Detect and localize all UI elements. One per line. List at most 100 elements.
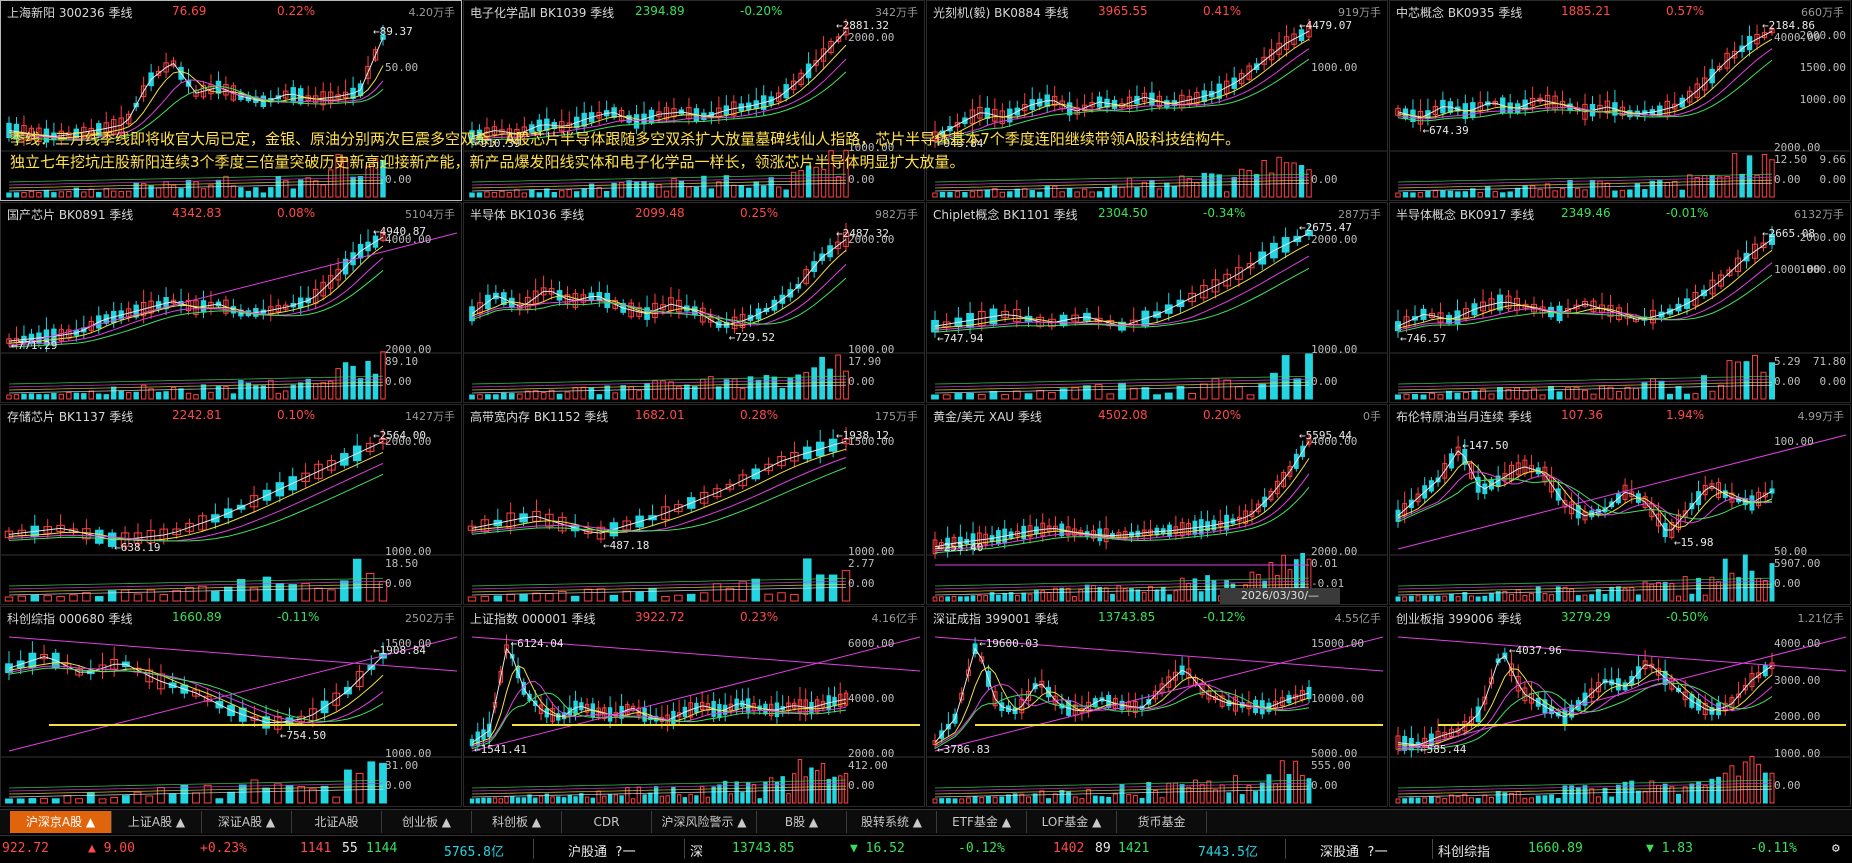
volume-bar: [1129, 588, 1134, 602]
market-tab[interactable]: 北证A股: [292, 811, 382, 833]
kline-chart[interactable]: [1390, 203, 1851, 403]
volume-bar: [1529, 593, 1535, 602]
volume-bar: [1012, 793, 1018, 804]
candle: [828, 41, 834, 54]
candle: [820, 48, 827, 62]
volume-bar: [493, 394, 499, 400]
volume-bar: [146, 589, 156, 602]
volume-bar: [283, 390, 289, 400]
kline-chart[interactable]: [464, 405, 925, 605]
market-tab[interactable]: CDR: [562, 811, 652, 833]
high-value: 1938.12: [842, 429, 889, 443]
price-axis-label: 2000.00: [1311, 545, 1358, 558]
chart-panel[interactable]: 光刻机(毅) BK0884 季线 3965.55 0.41% 919万手 ←4479.0…: [926, 0, 1388, 201]
volume-bar: [590, 797, 596, 804]
volume-bar: [58, 191, 65, 198]
chart-panel[interactable]: 黄金/美元 XAU 季线 4502.08 0.20% 0手 ←5595.44 ←253.4…: [926, 404, 1388, 605]
candle: [674, 504, 683, 513]
market-tab[interactable]: 沪深京A股 ▲: [10, 811, 112, 833]
volume-bar: [145, 795, 154, 804]
volume-bar: [28, 190, 35, 198]
candle: [1417, 110, 1424, 125]
market-tab[interactable]: 创业板 ▲: [382, 811, 472, 833]
price-axis-label: 2000.00: [1311, 233, 1358, 246]
moving-average-line: [8, 245, 384, 344]
kline-chart[interactable]: [1, 607, 462, 807]
market-tab[interactable]: 上证A股 ▲: [112, 811, 202, 833]
kline-chart[interactable]: [1390, 1, 1851, 201]
market-tab[interactable]: 沪深风险警示 ▲: [652, 811, 757, 833]
volume-bar: [604, 385, 611, 400]
chart-panel[interactable]: 上证指数 000001 季线 3922.72 0.23% 4.16亿手 ←6124.04…: [463, 606, 925, 807]
candle: [1642, 496, 1648, 508]
panel-price: 107.36: [1561, 408, 1603, 422]
volume-bar: [1233, 775, 1239, 804]
volume-bar: [5, 798, 13, 804]
kline-chart[interactable]: [464, 203, 925, 403]
market-tab[interactable]: LOF基金 ▲: [1027, 811, 1117, 833]
chart-panel[interactable]: 半导体概念 BK0917 季线 2349.46 -0.01% 6132万手 ←2665.…: [1389, 202, 1851, 403]
low-value: 1541.41: [480, 743, 527, 756]
kline-chart[interactable]: [927, 607, 1388, 807]
candle: [1283, 36, 1290, 50]
volume-bar: [1448, 794, 1454, 804]
chart-panel[interactable]: Chiplet概念 BK1101 季线 2304.50 -0.34% 287万手 ←26…: [926, 202, 1388, 403]
trend-line: [1397, 636, 1847, 752]
kline-chart[interactable]: [1, 1, 462, 201]
kline-chart[interactable]: [464, 1, 925, 201]
chart-panel[interactable]: 半导体 BK1036 季线 2099.48 0.25% 982万手 ←2487.32 ←7…: [463, 202, 925, 403]
chart-panel[interactable]: 存储芯片 BK1137 季线 2242.81 0.10% 1427万手 ←2564.00…: [0, 404, 462, 605]
chart-panel[interactable]: 布伦特原油当月连续 季线 107.36 1.94% 4.99万手 ←147.50 ←15.…: [1389, 404, 1851, 605]
market-tab[interactable]: 货币基金: [1117, 811, 1207, 833]
kline-chart[interactable]: [927, 405, 1388, 605]
volume-bar: [1420, 394, 1427, 400]
chart-panel[interactable]: 科创综指 000680 季线 1660.89 -0.11% 2502万手 ←1908.8…: [0, 606, 462, 807]
panel-volume: 5104万手: [405, 208, 455, 221]
candle: [1477, 102, 1483, 112]
market-tab[interactable]: ETF基金 ▲: [937, 811, 1027, 833]
kline-chart[interactable]: [1390, 607, 1851, 807]
volume-bar: [819, 356, 825, 400]
volume-bar: [1429, 392, 1435, 400]
volume-bar: [298, 179, 304, 198]
candle: [1729, 492, 1735, 503]
volume-bar: [111, 386, 117, 400]
volume-bar: [1428, 796, 1434, 804]
volume-bar: [1216, 174, 1222, 198]
chart-panel[interactable]: 电子化学品Ⅱ BK1039 季线 2394.89 -0.20% 342万手 ←2881.…: [463, 0, 925, 201]
volume-bar: [1437, 394, 1444, 400]
chart-panel[interactable]: 深证成指 399001 季线 13743.85 -0.12% 4.55亿手 ←19600…: [926, 606, 1388, 807]
moving-average-line: [8, 440, 384, 541]
market-tab[interactable]: 股转系统 ▲: [847, 811, 937, 833]
chart-panel[interactable]: 上海新阳 300236 季线 76.69 0.22% 4.20万手 ←89.37 50.0…: [0, 0, 462, 201]
settings-gear-icon[interactable]: ⚙: [1832, 841, 1840, 856]
kline-chart[interactable]: [464, 607, 925, 807]
volume-bar: [611, 182, 617, 198]
sgt-label[interactable]: 深股通 ?一: [1320, 845, 1388, 860]
market-tab[interactable]: 科创板 ▲: [472, 811, 562, 833]
volume-bar: [200, 188, 207, 198]
low-price-label: ←674.39: [1422, 123, 1469, 137]
candle: [1595, 682, 1601, 693]
market-tab[interactable]: 深证A股 ▲: [202, 811, 292, 833]
kline-chart[interactable]: [1, 405, 462, 605]
kline-chart[interactable]: [927, 1, 1388, 201]
market-tab[interactable]: B股 ▲: [757, 811, 847, 833]
chart-panel[interactable]: 中芯概念 BK0935 季线 1885.21 0.57% 660万手 ←2184.86 ←…: [1389, 0, 1851, 201]
volume-bar: [1482, 794, 1488, 804]
candle: [1607, 305, 1614, 317]
chart-panel[interactable]: 创业板指 399006 季线 3279.29 -0.50% 1.21亿手 ←4037.9…: [1389, 606, 1851, 807]
panel-volume: 4.16亿手: [871, 612, 919, 625]
chart-panel[interactable]: 高带宽内存 BK1152 季线 1682.01 0.28% 175万手 ←1938.12…: [463, 404, 925, 605]
volume-bar: [469, 394, 475, 400]
low-price-label: ←943.84: [937, 137, 984, 150]
low-value: 638.19: [120, 541, 161, 554]
volume-bar: [1410, 192, 1416, 198]
hgt-label[interactable]: 沪股通 ?一: [568, 845, 636, 860]
kline-chart[interactable]: [1, 203, 462, 403]
kline-chart[interactable]: [927, 203, 1388, 403]
volume-bar: [1742, 761, 1748, 804]
kline-chart[interactable]: [1390, 405, 1851, 605]
candle: [1089, 102, 1095, 108]
chart-panel[interactable]: 国产芯片 BK0891 季线 4342.83 0.08% 5104万手 ←4940.87…: [0, 202, 462, 403]
